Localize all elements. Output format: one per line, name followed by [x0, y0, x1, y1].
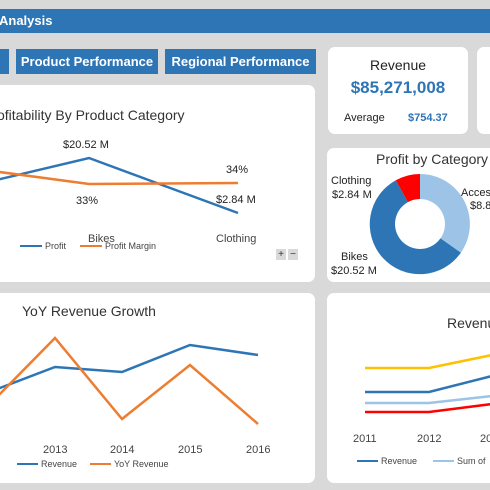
- tab-product-performance-label: Product Performance: [20, 54, 154, 69]
- x-tick-2012: 2012: [417, 433, 441, 445]
- x-tick-2015: 2015: [178, 444, 202, 456]
- label-clothing-margin: 34%: [226, 164, 248, 176]
- legend-trend-revenue-label: Revenue: [381, 456, 417, 466]
- x-tick-clothing: Clothing: [216, 233, 256, 245]
- revenue-total: $85,271,008: [350, 78, 446, 97]
- revenue-trend-card: Revenu 2011 2012 2013 Revenue Sum of: [327, 293, 490, 483]
- collapse-button[interactable]: −: [288, 249, 298, 260]
- trend-lightblue-line: [365, 394, 490, 405]
- legend-yoy-label: YoY Revenue: [114, 459, 169, 469]
- x-tick-2014: 2014: [110, 444, 134, 456]
- profitability-chart: $20.52 M 33% 34% $2.84 M Bikes Clothing …: [0, 139, 256, 251]
- revenue-title: Revenue: [369, 57, 427, 73]
- tab-product-performance[interactable]: Product Performance: [16, 49, 158, 74]
- profitability-card: ofitability By Product Category $20.52 M…: [0, 85, 315, 282]
- revenue-trend-chart: 2011 2012 2013 Revenue Sum of: [353, 354, 490, 466]
- tab-regional-performance[interactable]: Regional Performance: [165, 49, 316, 74]
- label-bikes-profit: $20.52 M: [63, 139, 109, 151]
- donut-label-accessories: Access: [461, 187, 490, 199]
- yoy-revenue-line: [0, 343, 259, 390]
- legend-margin-label: Profit Margin: [105, 241, 156, 251]
- kpi-card-partial: [477, 47, 490, 134]
- donut-slice-accessories: [420, 174, 470, 253]
- label-clothing-profit: $2.84 M: [216, 194, 256, 206]
- profit-category-card: Profit by Category Clothing $2.84 M Bike…: [327, 148, 490, 282]
- profit-category-title: Profit by Category: [376, 151, 489, 167]
- tab-regional-performance-label: Regional Performance: [171, 54, 310, 69]
- trend-yellow-line: [365, 354, 490, 370]
- donut-value-accessories: $8.8: [470, 200, 490, 212]
- x-tick-2013b: 2013: [480, 433, 490, 445]
- yoy-growth-card: YoY Revenue Growth 2013 2014 2015 2016 R…: [0, 293, 315, 483]
- donut-value-clothing: $2.84 M: [332, 189, 372, 201]
- expand-button[interactable]: +: [276, 249, 286, 260]
- trend-blue-line: [365, 375, 490, 394]
- profitability-title: ofitability By Product Category: [0, 107, 185, 123]
- trend-red-line: [365, 402, 490, 414]
- donut-value-bikes: $20.52 M: [331, 265, 377, 277]
- average-label: Average: [344, 112, 385, 124]
- x-tick-2016: 2016: [246, 444, 270, 456]
- profit-margin-line: [0, 170, 239, 186]
- yoy-growth-line: [0, 336, 259, 425]
- average-value: $754.37: [408, 112, 448, 124]
- label-bikes-margin: 33%: [76, 195, 98, 207]
- x-tick-bikes: Bikes: [88, 233, 115, 245]
- donut-label-bikes: Bikes: [341, 251, 368, 263]
- donut-slice-clothing: [395, 174, 420, 203]
- profit-donut-chart: Clothing $2.84 M Bikes $20.52 M Access $…: [331, 174, 490, 277]
- donut-label-clothing: Clothing: [331, 175, 371, 187]
- app-title: Analysis: [0, 13, 53, 28]
- yoy-title: YoY Revenue Growth: [22, 303, 156, 319]
- x-tick-2011: 2011: [353, 433, 377, 445]
- legend-trend-sum-label: Sum of: [457, 456, 486, 466]
- revenue-card: Revenue $85,271,008 Average $754.37: [328, 47, 468, 134]
- yoy-chart: 2013 2014 2015 2016 Revenue YoY Revenue: [0, 336, 270, 469]
- app-title-bar: Analysis: [0, 9, 490, 33]
- legend-revenue-label: Revenue: [41, 459, 77, 469]
- donut-slice-bikes: [369, 180, 461, 275]
- tab-overview[interactable]: [0, 49, 9, 74]
- revenue-trend-title: Revenu: [447, 315, 490, 331]
- x-tick-2013: 2013: [43, 444, 67, 456]
- legend-profit-label: Profit: [45, 241, 67, 251]
- profit-line: [0, 156, 239, 215]
